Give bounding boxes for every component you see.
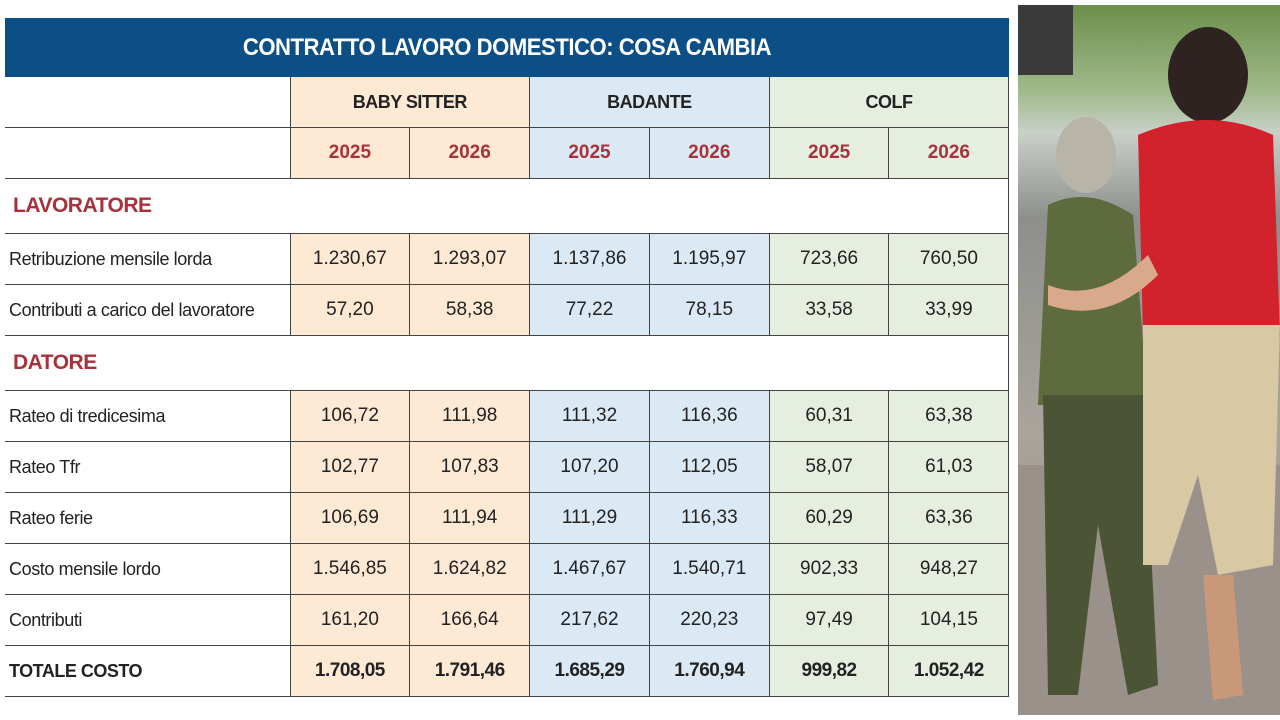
value-cell: 111,32 <box>529 390 650 442</box>
total-row: TOTALE COSTO 1.708,05 1.791,46 1.685,29 1.76… <box>5 645 1010 697</box>
value-cell: 1.624,82 <box>409 543 530 595</box>
group-colf: COLF <box>768 77 1010 128</box>
value-cell: 102,77 <box>289 441 410 493</box>
group-baby-sitter: BABY SITTER <box>289 77 530 128</box>
value-cell: 161,20 <box>289 594 410 646</box>
row-label: TOTALE COSTO <box>5 645 290 697</box>
photo-illustration <box>1018 5 1280 715</box>
row-label: Contributi <box>5 594 290 646</box>
table-row: Contributi 161,20 166,64 217,62 220,23 97,49 1… <box>5 594 1010 646</box>
year-header: 2025 <box>768 127 889 179</box>
year-header: 2025 <box>289 127 410 179</box>
domestic-work-contract-table: CONTRATTO LAVORO DOMESTICO: COSA CAMBIA … <box>5 18 1010 697</box>
value-cell: 33,58 <box>768 284 889 336</box>
year-header: 2026 <box>648 127 770 179</box>
value-cell: 112,05 <box>648 441 770 493</box>
group-header-row: BABY SITTER BADANTE COLF <box>5 77 1010 128</box>
value-cell: 1.052,42 <box>888 645 1010 697</box>
value-cell: 116,33 <box>648 492 770 544</box>
value-cell: 1.293,07 <box>409 233 530 285</box>
table-row: Rateo Tfr 102,77 107,83 107,20 112,05 58,07 61… <box>5 441 1010 493</box>
photo-two-women-walking <box>1018 5 1280 715</box>
table-title: CONTRATTO LAVORO DOMESTICO: COSA CAMBIA <box>45 18 969 77</box>
value-cell: 107,83 <box>409 441 530 493</box>
value-cell: 217,62 <box>529 594 650 646</box>
value-cell: 61,03 <box>888 441 1010 493</box>
row-label: Costo mensile lordo <box>5 543 290 595</box>
section-row-lavoratore: LAVORATORE <box>5 178 1010 234</box>
row-label: Rateo ferie <box>5 492 290 544</box>
row-label: Rateo Tfr <box>5 441 290 493</box>
section-row-datore: DATORE <box>5 335 1010 391</box>
value-cell: 106,69 <box>289 492 410 544</box>
value-cell: 106,72 <box>289 390 410 442</box>
value-cell: 78,15 <box>648 284 770 336</box>
value-cell: 111,98 <box>409 390 530 442</box>
year-header: 2026 <box>409 127 530 179</box>
value-cell: 166,64 <box>409 594 530 646</box>
value-cell: 902,33 <box>768 543 889 595</box>
section-label-lavoratore: LAVORATORE <box>5 178 1010 234</box>
value-cell: 111,29 <box>529 492 650 544</box>
value-cell: 60,29 <box>768 492 889 544</box>
value-cell: 760,50 <box>888 233 1010 285</box>
row-label: Contributi a carico del lavoratore <box>5 284 290 336</box>
empty-header-cell <box>5 127 290 179</box>
table-row: Retribuzione mensile lorda 1.230,67 1.293,… <box>5 233 1010 285</box>
group-badante: BADANTE <box>529 77 770 128</box>
value-cell: 104,15 <box>888 594 1010 646</box>
row-label: Retribuzione mensile lorda <box>5 233 290 285</box>
value-cell: 77,22 <box>529 284 650 336</box>
section-label-datore: DATORE <box>5 335 1010 391</box>
value-cell: 97,49 <box>768 594 889 646</box>
value-cell: 1.230,67 <box>289 233 410 285</box>
year-header-row: 2025 2026 2025 2026 2025 2026 <box>5 127 1010 179</box>
value-cell: 57,20 <box>289 284 410 336</box>
value-cell: 1.467,67 <box>529 543 650 595</box>
table-row: Rateo ferie 106,69 111,94 111,29 116,33 60,29… <box>5 492 1010 544</box>
value-cell: 999,82 <box>768 645 889 697</box>
table-row: Rateo di tredicesima 106,72 111,98 111,32 11… <box>5 390 1010 442</box>
value-cell: 107,20 <box>529 441 650 493</box>
row-label: Rateo di tredicesima <box>5 390 290 442</box>
value-cell: 58,38 <box>409 284 530 336</box>
value-cell: 1.685,29 <box>529 645 650 697</box>
value-cell: 60,31 <box>768 390 889 442</box>
table-row: Contributi a carico del lavoratore 57,20 5… <box>5 284 1010 336</box>
value-cell: 1.137,86 <box>529 233 650 285</box>
value-cell: 58,07 <box>768 441 889 493</box>
value-cell: 1.708,05 <box>289 645 410 697</box>
value-cell: 948,27 <box>888 543 1010 595</box>
value-cell: 1.760,94 <box>648 645 770 697</box>
empty-header-cell <box>5 77 290 128</box>
value-cell: 1.791,46 <box>409 645 530 697</box>
value-cell: 1.195,97 <box>648 233 770 285</box>
value-cell: 1.546,85 <box>289 543 410 595</box>
table-row: Costo mensile lordo 1.546,85 1.624,82 1.467… <box>5 543 1010 595</box>
year-header: 2026 <box>888 127 1010 179</box>
value-cell: 33,99 <box>888 284 1010 336</box>
title-bar: CONTRATTO LAVORO DOMESTICO: COSA CAMBIA <box>5 18 1009 77</box>
value-cell: 1.540,71 <box>648 543 770 595</box>
cost-table: BABY SITTER BADANTE COLF 2025 2026 2025 … <box>5 77 1010 697</box>
value-cell: 111,94 <box>409 492 530 544</box>
value-cell: 63,38 <box>888 390 1010 442</box>
value-cell: 723,66 <box>768 233 889 285</box>
value-cell: 116,36 <box>648 390 770 442</box>
value-cell: 63,36 <box>888 492 1010 544</box>
value-cell: 220,23 <box>648 594 770 646</box>
year-header: 2025 <box>529 127 650 179</box>
